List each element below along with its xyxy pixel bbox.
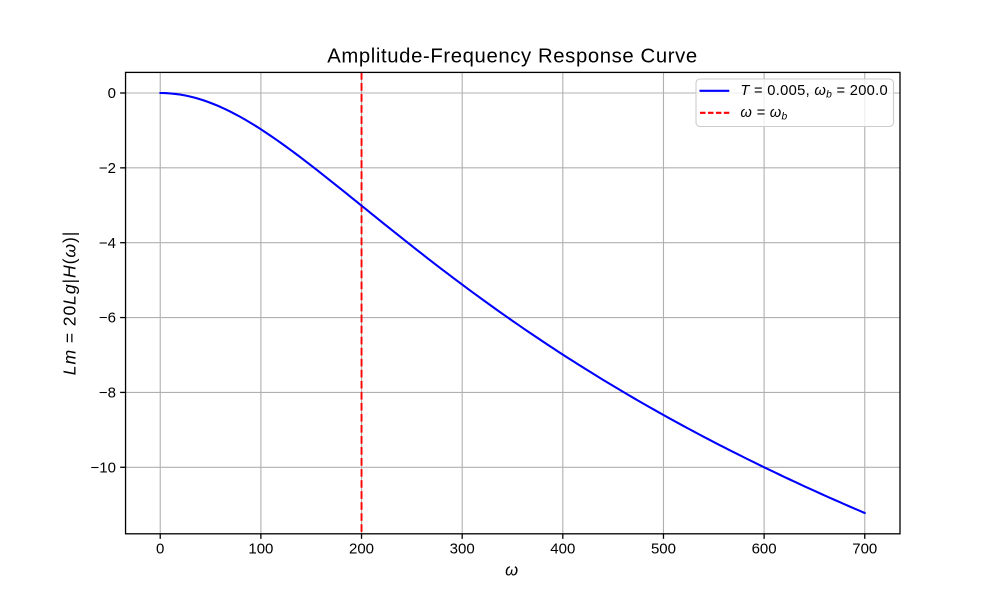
svg-text:T = 0.005, ωb = 200.0: T = 0.005, ωb = 200.0 [740,83,888,101]
svg-text:100: 100 [248,540,273,557]
svg-text:ω = ωb: ω = ωb [740,105,787,123]
svg-text:−2: −2 [99,160,116,177]
svg-text:Lm = 20Lg|H(ω)|: Lm = 20Lg|H(ω)| [60,231,80,375]
svg-text:600: 600 [752,540,777,557]
svg-text:200: 200 [349,540,374,557]
svg-text:−10: −10 [91,459,116,476]
svg-text:400: 400 [550,540,575,557]
svg-text:500: 500 [651,540,676,557]
svg-text:−8: −8 [99,385,116,402]
svg-text:−6: −6 [99,310,116,327]
svg-text:ω: ω [505,561,518,580]
svg-text:−4: −4 [99,235,116,252]
svg-text:Amplitude-Frequency Response C: Amplitude-Frequency Response Curve [327,45,698,67]
svg-text:300: 300 [450,540,475,557]
svg-text:0: 0 [108,85,116,102]
svg-text:700: 700 [852,540,877,557]
svg-text:0: 0 [156,540,164,557]
